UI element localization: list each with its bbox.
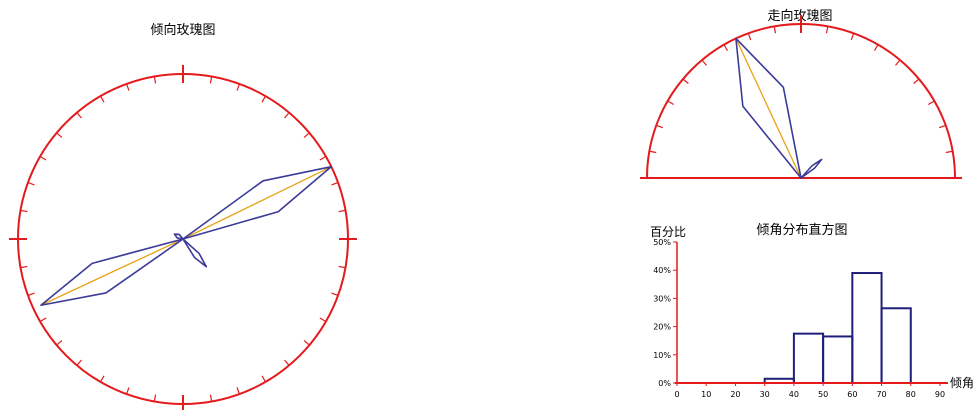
dip-rose-title: 倾向玫瑰图 (150, 22, 215, 38)
dip-rose-tick (261, 375, 267, 383)
histogram-bar (822, 335, 854, 384)
dip-rose-tick (303, 132, 310, 138)
histogram-x-tick-label: 60 (847, 390, 857, 399)
strike-rose-tick (701, 59, 707, 66)
histogram-x-tick-label: 0 (674, 390, 679, 399)
histogram-y-tick-label: 50% (653, 238, 671, 247)
histogram-y-tick-label: 30% (653, 294, 671, 303)
dip-rose-tick (303, 340, 310, 346)
strike-rose-tick (945, 150, 953, 154)
dip-rose-tick (56, 340, 63, 346)
histogram-y-axis-label: 百分比 (650, 225, 686, 239)
dip-rose-tick (236, 83, 240, 91)
dip-rose-tick (319, 155, 327, 161)
dip-rose-tick (319, 317, 327, 323)
strike-rose-petal (800, 158, 823, 179)
strike-rose-tick (667, 100, 674, 106)
dip-rose-tick (209, 394, 213, 402)
strike-rose-tick (723, 44, 729, 51)
dip-rose-diagram (9, 65, 357, 410)
histogram-bar (792, 332, 825, 384)
strike-rose-petal (735, 37, 802, 179)
dip-rose-tick (27, 292, 35, 296)
histogram-x-tick-label: 80 (906, 390, 916, 399)
strike-rose-tick (825, 26, 829, 34)
histogram-x-axis-label: 倾角 (950, 376, 974, 390)
strike-rose-tick (938, 124, 946, 129)
dip-rose-petal (40, 238, 184, 307)
strike-rose-tick (913, 78, 920, 84)
histogram-x-tick-label: 30 (760, 390, 770, 399)
strike-rose-tick (873, 44, 879, 51)
dip-rose-tick (338, 265, 346, 269)
dip-rose-tick (76, 359, 82, 366)
strike-rose-tick (850, 33, 855, 41)
histogram-y-tick-label: 0% (658, 379, 671, 388)
histogram-y-tick-label: 40% (653, 266, 671, 275)
dip-rose-tick (27, 182, 35, 186)
dip-rose-tick (236, 387, 240, 395)
strike-rose-diagram (640, 15, 962, 179)
histogram-x-tick-label: 20 (730, 390, 740, 399)
strike-rose-tick (747, 33, 752, 41)
strike-rose-tick (773, 26, 777, 34)
dip-rose-tick (126, 83, 130, 91)
dip-rose-tick (153, 394, 157, 402)
histogram-x-tick-label: 10 (701, 390, 711, 399)
dip-rose-tick (331, 292, 339, 296)
dip-rose-tick (284, 359, 290, 366)
dip-rose-tick (39, 317, 47, 323)
dip-rose-mean-line (182, 166, 332, 240)
histogram-plot: 0% 10% 20% 30% 40% 50% 0 10 20 30 40 50 60 70 80 90 (653, 238, 948, 399)
strike-rose-mean-line (735, 38, 802, 179)
dip-rose-mean-line (43, 238, 184, 305)
dip-rose-tick (20, 265, 28, 269)
dip-rose-tick (76, 112, 82, 119)
strike-rose-tick (682, 78, 689, 84)
strike-rose-tick (656, 124, 664, 129)
strike-rose-tick (895, 59, 901, 66)
dip-rose-tick (338, 209, 346, 213)
histogram-x-tick-label: 90 (935, 390, 945, 399)
histogram-x-tick-label: 50 (818, 390, 828, 399)
dip-rose-petal (182, 238, 208, 268)
histogram-y-tick-label: 20% (653, 323, 671, 332)
strike-rose-tick (649, 150, 657, 154)
strike-rose-outline (646, 23, 956, 179)
dip-rose-tick (331, 182, 339, 186)
histogram-bar (880, 307, 912, 384)
dip-rose-tick (153, 76, 157, 84)
dip-rose-tick (261, 95, 267, 103)
dip-rose-tick (209, 76, 213, 84)
histogram-x-tick-label: 40 (789, 390, 799, 399)
dip-rose-tick (99, 375, 105, 383)
strike-rose-tick (928, 100, 935, 106)
dip-rose-petal (173, 233, 184, 240)
histogram-title: 倾角分布直方图 (756, 222, 847, 238)
dip-rose-tick (126, 387, 130, 395)
histogram-bar (851, 272, 883, 384)
dip-rose-tick (56, 132, 63, 138)
histogram-y-tick-label: 10% (653, 351, 671, 360)
dip-rose-tick (39, 155, 47, 161)
histogram-x-tick-label: 70 (876, 390, 886, 399)
dip-rose-tick (20, 209, 28, 213)
dip-rose-tick (99, 95, 105, 103)
dip-rose-petal (182, 165, 333, 240)
dip-rose-tick (284, 112, 290, 119)
